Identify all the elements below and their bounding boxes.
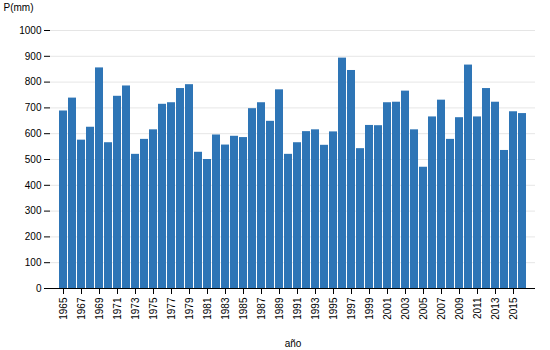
svg-text:400: 400 [25,180,42,191]
svg-text:100: 100 [25,257,42,268]
svg-text:1999: 1999 [364,297,375,320]
svg-text:900: 900 [25,51,42,62]
svg-text:2007: 2007 [436,297,447,320]
svg-text:1967: 1967 [76,297,87,320]
svg-text:2001: 2001 [382,297,393,320]
svg-text:1973: 1973 [130,297,141,320]
svg-text:1975: 1975 [148,297,159,320]
svg-text:800: 800 [25,76,42,87]
svg-text:1981: 1981 [202,297,213,320]
svg-text:año: año [285,338,302,349]
svg-text:1985: 1985 [238,297,249,320]
svg-text:1977: 1977 [166,297,177,320]
svg-text:0: 0 [36,283,42,294]
svg-text:2013: 2013 [490,297,501,320]
svg-text:2015: 2015 [508,297,519,320]
svg-text:1989: 1989 [274,297,285,320]
svg-text:2003: 2003 [400,297,411,320]
svg-text:2005: 2005 [418,297,429,320]
svg-text:1997: 1997 [346,297,357,320]
svg-text:1000: 1000 [19,25,42,36]
svg-text:1965: 1965 [58,297,69,320]
svg-text:300: 300 [25,205,42,216]
svg-text:1971: 1971 [112,297,123,320]
svg-text:1993: 1993 [310,297,321,320]
svg-text:1979: 1979 [184,297,195,320]
svg-text:700: 700 [25,102,42,113]
svg-text:P(mm): P(mm) [4,2,34,13]
svg-text:1983: 1983 [220,297,231,320]
svg-text:1995: 1995 [328,297,339,320]
svg-text:500: 500 [25,154,42,165]
svg-text:2009: 2009 [454,297,465,320]
svg-text:1991: 1991 [292,297,303,320]
svg-text:1969: 1969 [94,297,105,320]
svg-text:200: 200 [25,231,42,242]
svg-text:600: 600 [25,128,42,139]
svg-text:2011: 2011 [472,297,483,319]
svg-text:1987: 1987 [256,297,267,320]
